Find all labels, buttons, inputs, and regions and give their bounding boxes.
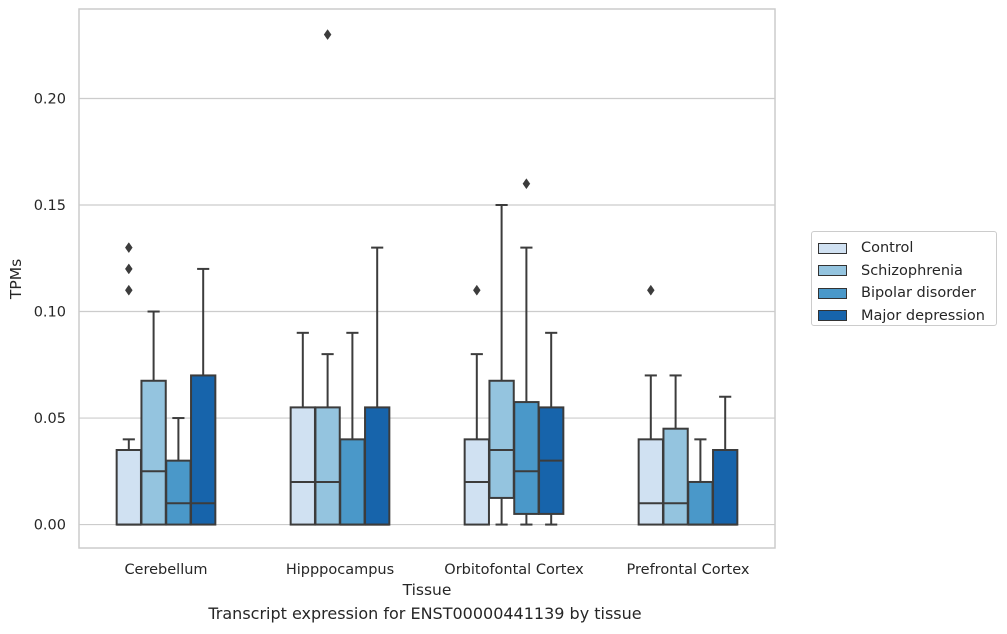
box-prefrontal-cortex-bipolar-disorder [687,438,714,526]
outlier-point [323,29,332,41]
box-hipppocampus-control [289,331,316,526]
box-hipppocampus-bipolar-disorder [339,331,366,526]
box-body [513,401,540,515]
box-orbitofontal-cortex-bipolar-disorder [513,178,540,526]
box-hipppocampus-major-depression [364,246,391,526]
x-tick-labels: Cerebellum Hipppocampus Orbitofontal Corte… [124,562,749,578]
box-body [140,379,167,526]
box-prefrontal-cortex-schizophrenia [662,374,689,526]
outlier-point [647,284,655,296]
y-tick-label: 0.20 [34,91,66,107]
y-axis-label: TPMs [7,259,25,300]
outlier-point [125,284,133,296]
x-tick-label: Prefrontal Cortex [627,562,750,578]
y-tick-label: 0.15 [34,198,66,214]
legend-swatch-major-depression [818,310,847,322]
legend-item-control: Control [818,237,996,260]
y-tick-label: 0.05 [34,411,66,427]
legend-label-schizophrenia: Schizophrenia [861,262,963,279]
box-body [165,459,192,526]
outlier-point [522,178,531,190]
box-body [637,438,664,526]
boxes [115,29,739,526]
outlier-point [125,242,133,254]
legend-label-control: Control [861,240,914,257]
box-body [364,406,391,526]
legend-swatch-bipolar-disorder [818,287,847,299]
box-orbitofontal-cortex-schizophrenia [488,204,515,526]
box-orbitofontal-cortex-control [463,284,490,526]
box-cerebellum-bipolar-disorder [165,417,192,526]
box-cerebellum-schizophrenia [140,310,167,526]
legend-item-schizophrenia: Schizophrenia [818,260,996,283]
outlier-point [473,284,481,296]
legend-swatch-schizophrenia [818,265,847,277]
box-body [190,374,217,526]
box-body [339,438,366,526]
box-body [289,406,316,526]
legend-label-major-depression: Major depression [861,307,985,324]
box-body [115,449,142,526]
legend-swatch-control [818,242,847,254]
y-tick-label: 0.10 [34,305,66,321]
legend-item-bipolar-disorder: Bipolar disorder [818,282,996,305]
box-cerebellum-control [115,242,142,526]
legend-item-major-depression: Major depression [818,305,996,328]
x-tick-label: Orbitofontal Cortex [444,562,584,578]
legend: Control Schizophrenia Bipolar disorder M… [811,231,997,326]
box-body [712,449,739,526]
box-orbitofontal-cortex-major-depression [538,331,565,526]
x-axis-label: Tissue [402,581,452,599]
y-tick-labels: 0.00 0.05 0.10 0.15 0.20 [34,91,66,533]
box-body [314,406,341,526]
box-body [662,427,689,526]
outlier-point [125,263,133,275]
box-body [687,480,714,526]
legend-label-bipolar-disorder: Bipolar disorder [861,285,976,302]
box-body [488,379,515,499]
box-prefrontal-cortex-major-depression [712,395,739,526]
box-cerebellum-major-depression [190,267,217,526]
x-tick-label: Hipppocampus [286,562,394,578]
x-tick-label: Cerebellum [124,562,207,578]
y-tick-label: 0.00 [34,518,66,534]
chart-caption: Transcript expression for ENST0000044113… [208,604,642,623]
